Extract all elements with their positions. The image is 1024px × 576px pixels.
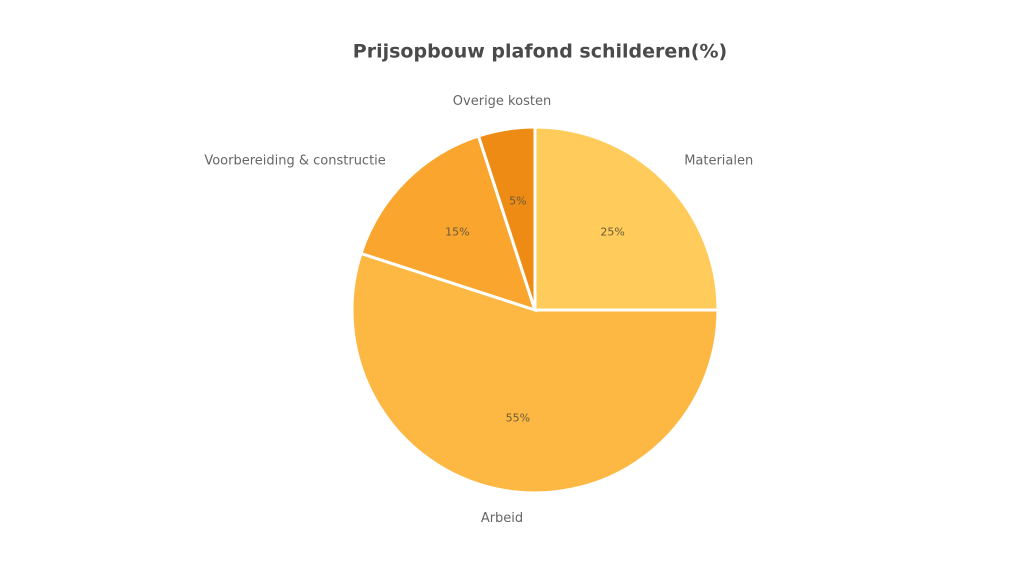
category-label: Overige kosten xyxy=(453,94,551,109)
value-label: 15% xyxy=(445,225,469,238)
pie-slice xyxy=(476,125,537,311)
category-label: Voorbereiding & constructie xyxy=(204,153,385,168)
category-label: Materialen xyxy=(684,153,753,168)
value-label: 5% xyxy=(509,195,526,208)
pie-slice xyxy=(350,251,720,495)
category-label: Arbeid xyxy=(481,511,523,526)
value-label: 55% xyxy=(506,411,530,424)
pie-slice xyxy=(533,125,720,312)
chart-title: Prijsopbouw plafond schilderen(%) xyxy=(353,41,727,63)
value-label: 25% xyxy=(600,225,624,238)
